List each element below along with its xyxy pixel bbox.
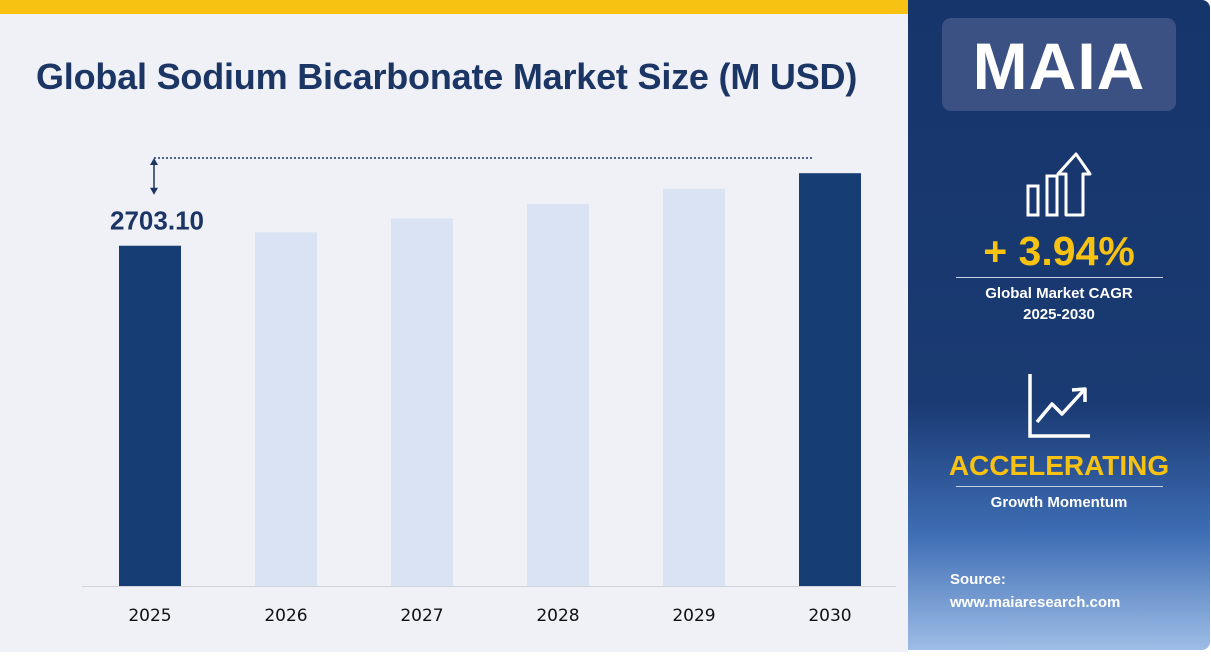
tick-label-2030: 2030 xyxy=(808,606,851,626)
data-label-2025: 2703.10 xyxy=(110,206,204,236)
bar-2028 xyxy=(527,203,589,586)
cagr-divider xyxy=(956,277,1163,278)
maia-logo: MAIA xyxy=(972,29,1146,103)
trend-line-chart-icon xyxy=(1028,374,1090,438)
cagr-caption: Global Market CAGR 2025-2030 xyxy=(908,283,1210,325)
bar-2030 xyxy=(799,173,861,586)
logo-box: MAIA xyxy=(942,18,1176,111)
bar-chart: 2025 2703.10 2026 2027 2028 2029 2030 xyxy=(82,157,896,626)
tick-label-2028: 2028 xyxy=(536,606,579,626)
momentum-label: Growth Momentum xyxy=(990,494,1128,511)
cagr-label: Global Market CAGR xyxy=(985,285,1133,302)
growth-arrow-head-top xyxy=(150,158,158,165)
tick-label-2029: 2029 xyxy=(672,606,715,626)
cagr-value: + 3.94% xyxy=(983,228,1135,274)
chart-title: Global Sodium Bicarbonate Market Size (M… xyxy=(36,56,858,97)
tick-label-2027: 2027 xyxy=(400,606,443,626)
bar-2025 xyxy=(119,245,181,586)
top-accent-bar xyxy=(0,0,908,14)
momentum-divider xyxy=(956,486,1163,487)
growth-bars-arrow-icon xyxy=(1026,152,1092,217)
cagr-period: 2025-2030 xyxy=(1023,306,1095,323)
chart-panel: Global Sodium Bicarbonate Market Size (M… xyxy=(0,0,908,652)
momentum-value: ACCELERATING xyxy=(948,450,1170,481)
tick-label-2026: 2026 xyxy=(264,606,307,626)
stats-sidebar: MAIA + 3.94% Global Market CAGR 2025-203… xyxy=(908,0,1210,650)
source-label: Source: xyxy=(950,571,1006,588)
source-url: www.maiaresearch.com xyxy=(950,594,1121,611)
bar-2026 xyxy=(255,232,317,587)
source-block: Source: www.maiaresearch.com xyxy=(950,568,1120,614)
tick-label-2025: 2025 xyxy=(128,606,171,626)
bar-2029 xyxy=(663,188,725,586)
bar-2027 xyxy=(391,218,453,587)
growth-arrow-head-bottom xyxy=(150,187,158,195)
